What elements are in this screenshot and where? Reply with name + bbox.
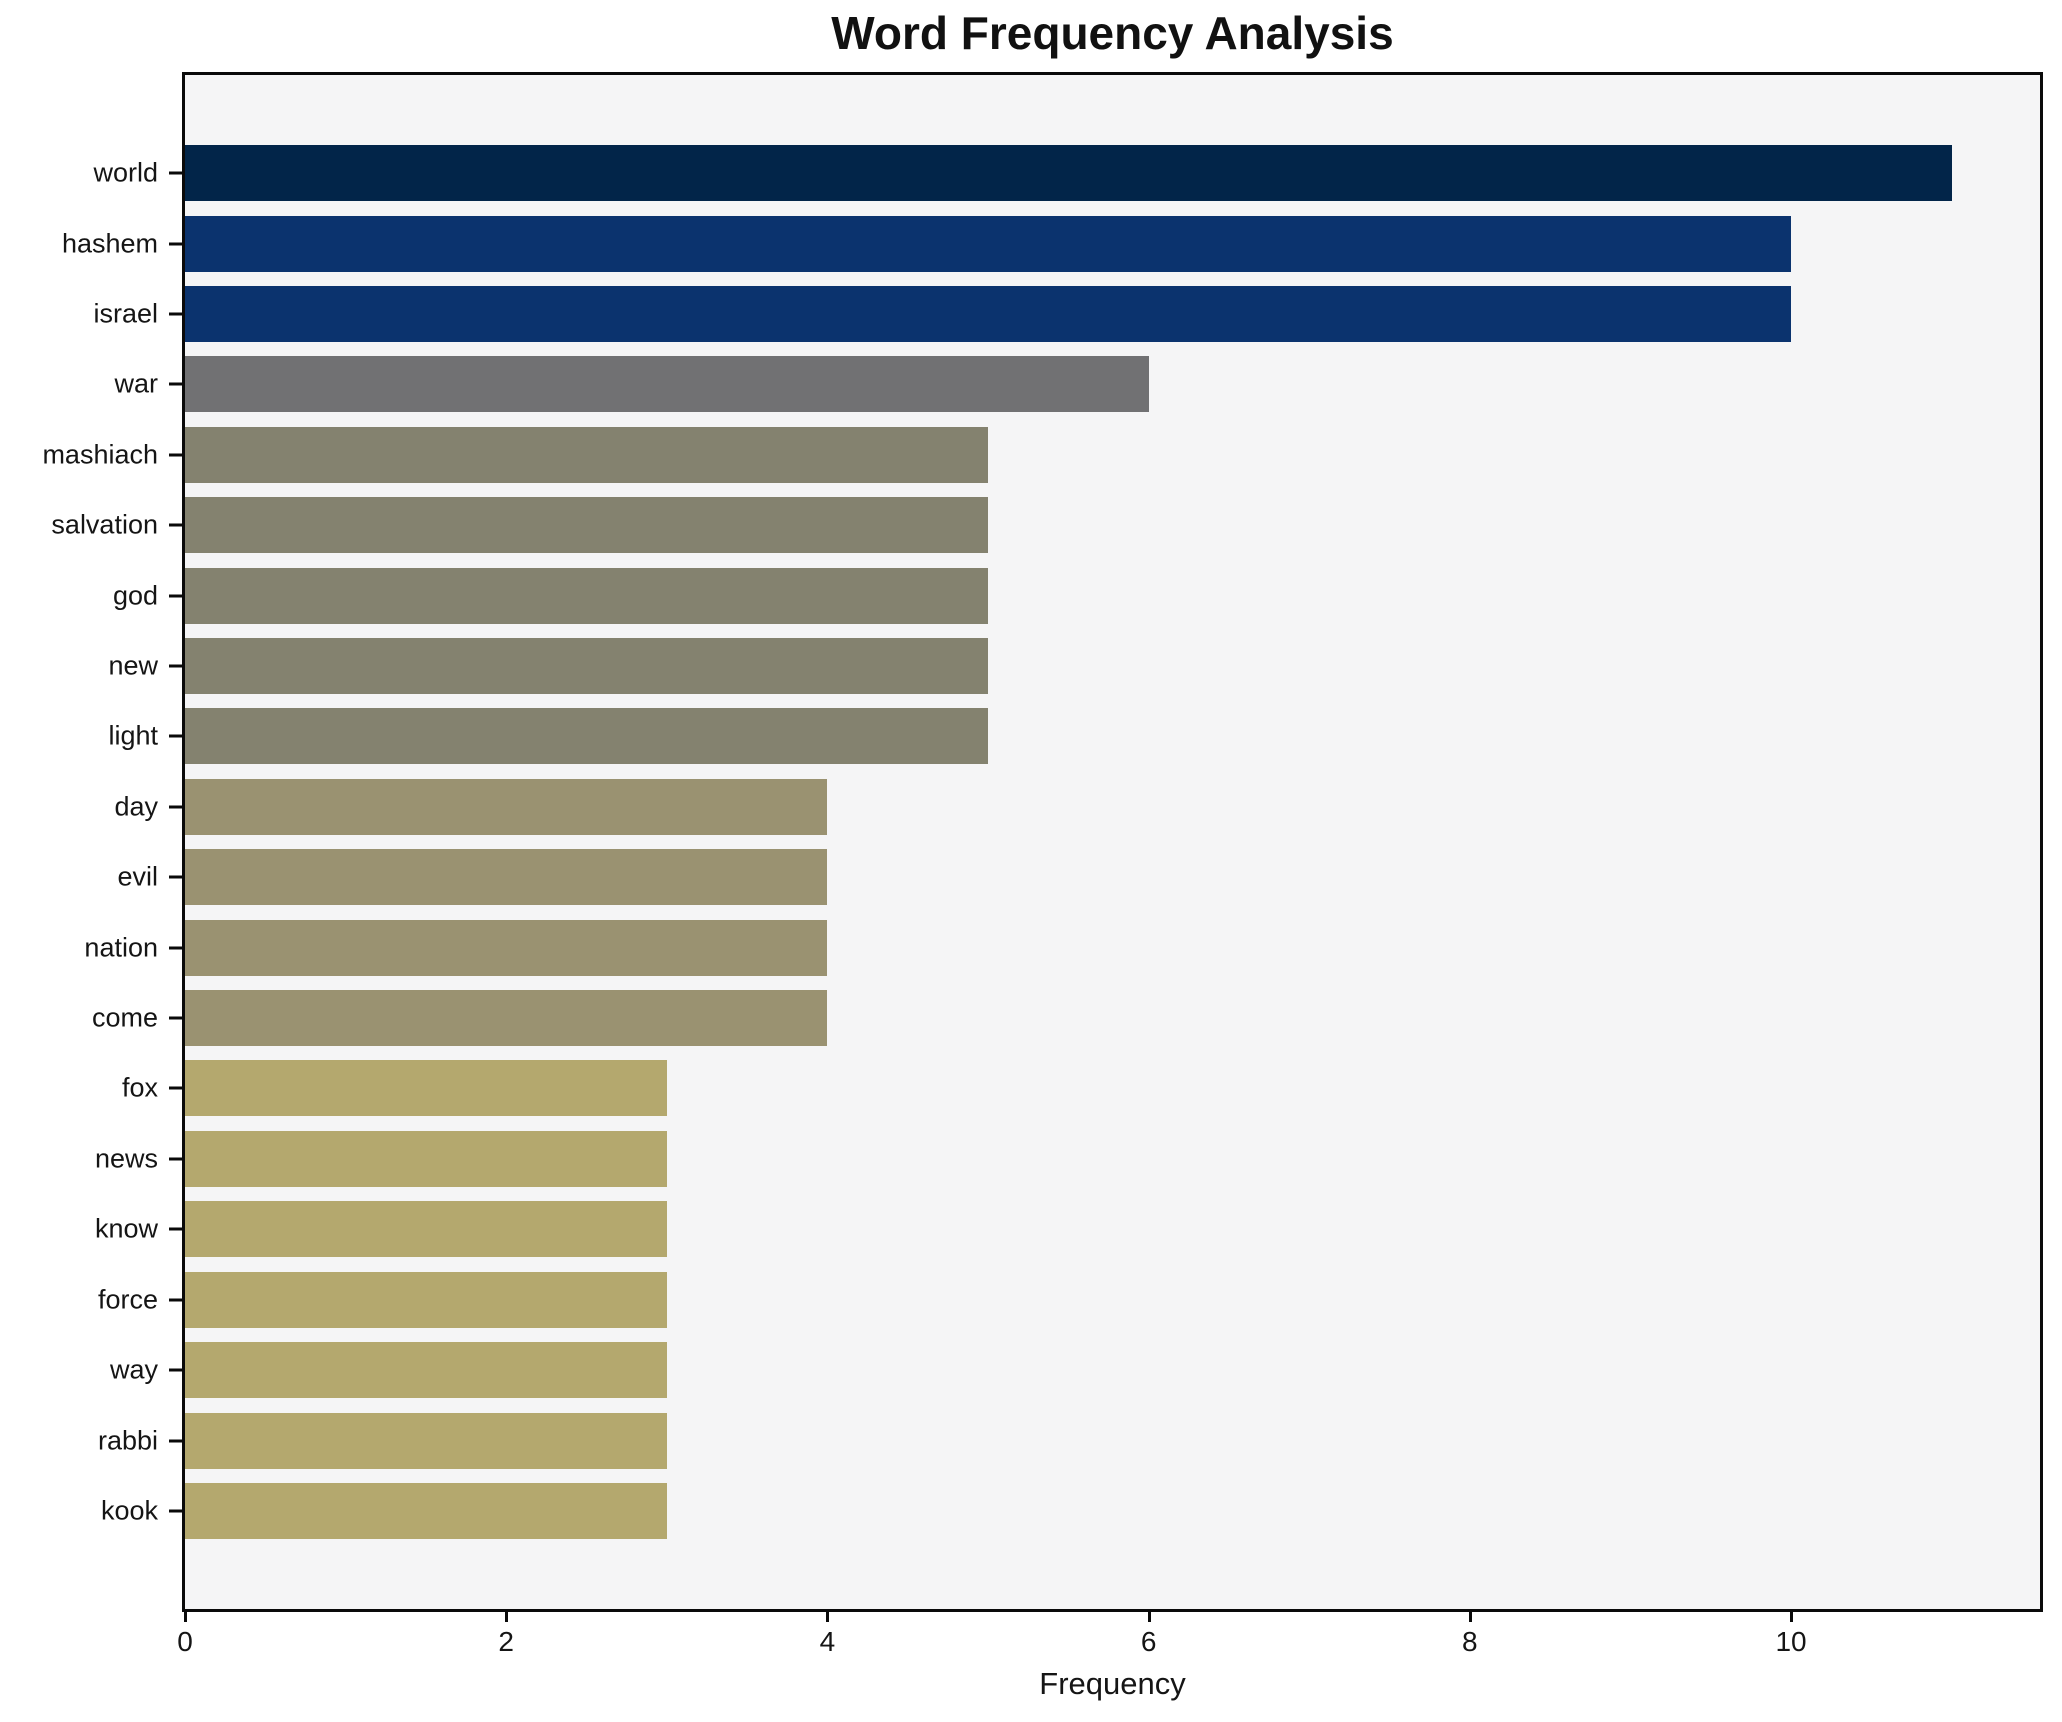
y-tick-label: israel	[93, 298, 158, 329]
y-tick-mark	[169, 1157, 182, 1161]
bar-row-salvation: salvation	[51, 490, 2040, 560]
y-tick-label: news	[94, 1143, 158, 1174]
bar-nation	[185, 919, 828, 976]
x-tick-label: 10	[1775, 1626, 1807, 1657]
bar-day	[185, 778, 828, 835]
x-axis-label: Frequency	[1039, 1666, 1186, 1701]
bar-row-nation: nation	[84, 912, 2040, 982]
y-tick-mark	[169, 171, 182, 175]
y-tick-label: know	[94, 1213, 158, 1244]
bar-god	[185, 567, 989, 624]
bar-row-world: world	[93, 138, 2040, 208]
y-tick-mark	[169, 1086, 182, 1090]
bars-container: world hashem israel war mashiach salvation god…	[42, 75, 2040, 1609]
x-tick-label: 4	[819, 1626, 836, 1657]
bar-row-light: light	[108, 701, 2040, 771]
y-tick-mark	[169, 664, 182, 668]
x-tick-label: 2	[498, 1626, 514, 1657]
y-tick-mark	[169, 242, 182, 246]
bar-row-mashiach: mashiach	[42, 420, 2040, 490]
bar-come	[185, 990, 828, 1047]
chart-title: Word Frequency Analysis	[831, 7, 1394, 59]
bar-row-fox: fox	[122, 1053, 2040, 1123]
x-tick-mark	[826, 1609, 830, 1622]
bar-evil	[185, 849, 828, 906]
bar-row-news: news	[95, 1124, 2040, 1194]
y-tick-mark	[169, 523, 182, 527]
y-tick-mark	[169, 734, 182, 738]
bar-row-know: know	[95, 1194, 2040, 1264]
y-tick-mark	[169, 453, 182, 457]
y-tick-label: god	[112, 580, 158, 611]
y-tick-label: mashiach	[42, 439, 158, 470]
bar-israel	[185, 286, 1792, 343]
y-tick-mark	[169, 1298, 182, 1302]
bar-force	[185, 1271, 667, 1328]
bar-new	[185, 638, 989, 695]
bar-row-come: come	[92, 983, 2040, 1053]
y-tick-label: salvation	[51, 509, 158, 540]
bar-know	[185, 1201, 667, 1258]
y-tick-label: come	[91, 1002, 158, 1033]
x-tick-mark	[1147, 1609, 1151, 1622]
bar-row-force: force	[98, 1265, 2040, 1335]
bar-way	[185, 1342, 667, 1399]
bar-row-rabbi: rabbi	[98, 1405, 2040, 1475]
bar-row-god: god	[113, 560, 2040, 630]
x-tick-mark	[1468, 1609, 1472, 1622]
y-tick-mark	[169, 1509, 182, 1513]
bar-world	[185, 145, 1952, 202]
bar-mashiach	[185, 426, 989, 483]
y-tick-label: force	[97, 1284, 158, 1315]
bar-row-new: new	[108, 631, 2040, 701]
y-tick-mark	[169, 875, 182, 879]
y-tick-mark	[169, 1227, 182, 1231]
bar-hashem	[185, 215, 1792, 272]
bar-rabbi	[185, 1412, 667, 1469]
y-tick-label: rabbi	[97, 1425, 158, 1456]
bar-row-war: war	[114, 349, 2040, 419]
bar-salvation	[185, 497, 989, 554]
bar-row-evil: evil	[117, 842, 2040, 912]
bar-fox	[185, 1060, 667, 1117]
x-tick-label: 6	[1140, 1626, 1157, 1657]
y-tick-mark	[169, 1016, 182, 1020]
bar-row-israel: israel	[93, 279, 2040, 349]
x-tick-mark	[1790, 1609, 1794, 1622]
y-tick-mark	[169, 382, 182, 386]
y-tick-label: nation	[84, 932, 158, 963]
bar-row-day: day	[114, 772, 2040, 842]
y-tick-mark	[169, 1368, 182, 1372]
y-tick-label: day	[114, 791, 158, 822]
y-tick-label: world	[93, 157, 158, 188]
y-tick-label: light	[108, 720, 158, 751]
bar-row-way: way	[110, 1335, 2040, 1405]
y-tick-label: way	[109, 1354, 158, 1385]
y-tick-label: war	[114, 368, 158, 399]
x-tick-label: 0	[177, 1626, 193, 1657]
y-tick-mark	[169, 805, 182, 809]
y-tick-mark	[169, 946, 182, 950]
bar-kook	[185, 1482, 667, 1539]
plot-area: world hashem israel war mashiach salvation god…	[42, 72, 2043, 1657]
y-tick-label: hashem	[61, 228, 158, 259]
x-tick-mark	[505, 1609, 509, 1622]
y-tick-label: fox	[121, 1072, 158, 1103]
x-tick-label: 8	[1462, 1626, 1478, 1657]
y-tick-label: kook	[100, 1495, 158, 1526]
x-tick-mark	[184, 1609, 187, 1622]
bar-row-kook: kook	[101, 1476, 2040, 1546]
y-tick-mark	[169, 1439, 182, 1443]
bar-row-hashem: hashem	[62, 208, 2040, 278]
bar-light	[185, 708, 989, 765]
y-tick-label: new	[108, 650, 158, 681]
y-tick-mark	[169, 594, 182, 598]
bar-war	[185, 356, 1149, 413]
bar-news	[185, 1130, 667, 1187]
y-tick-label: evil	[117, 861, 158, 892]
y-tick-mark	[169, 312, 182, 316]
